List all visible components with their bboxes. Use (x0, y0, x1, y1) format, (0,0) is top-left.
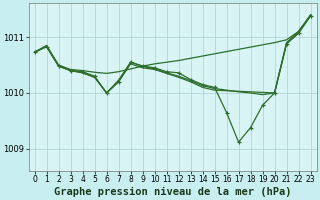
X-axis label: Graphe pression niveau de la mer (hPa): Graphe pression niveau de la mer (hPa) (54, 186, 291, 197)
